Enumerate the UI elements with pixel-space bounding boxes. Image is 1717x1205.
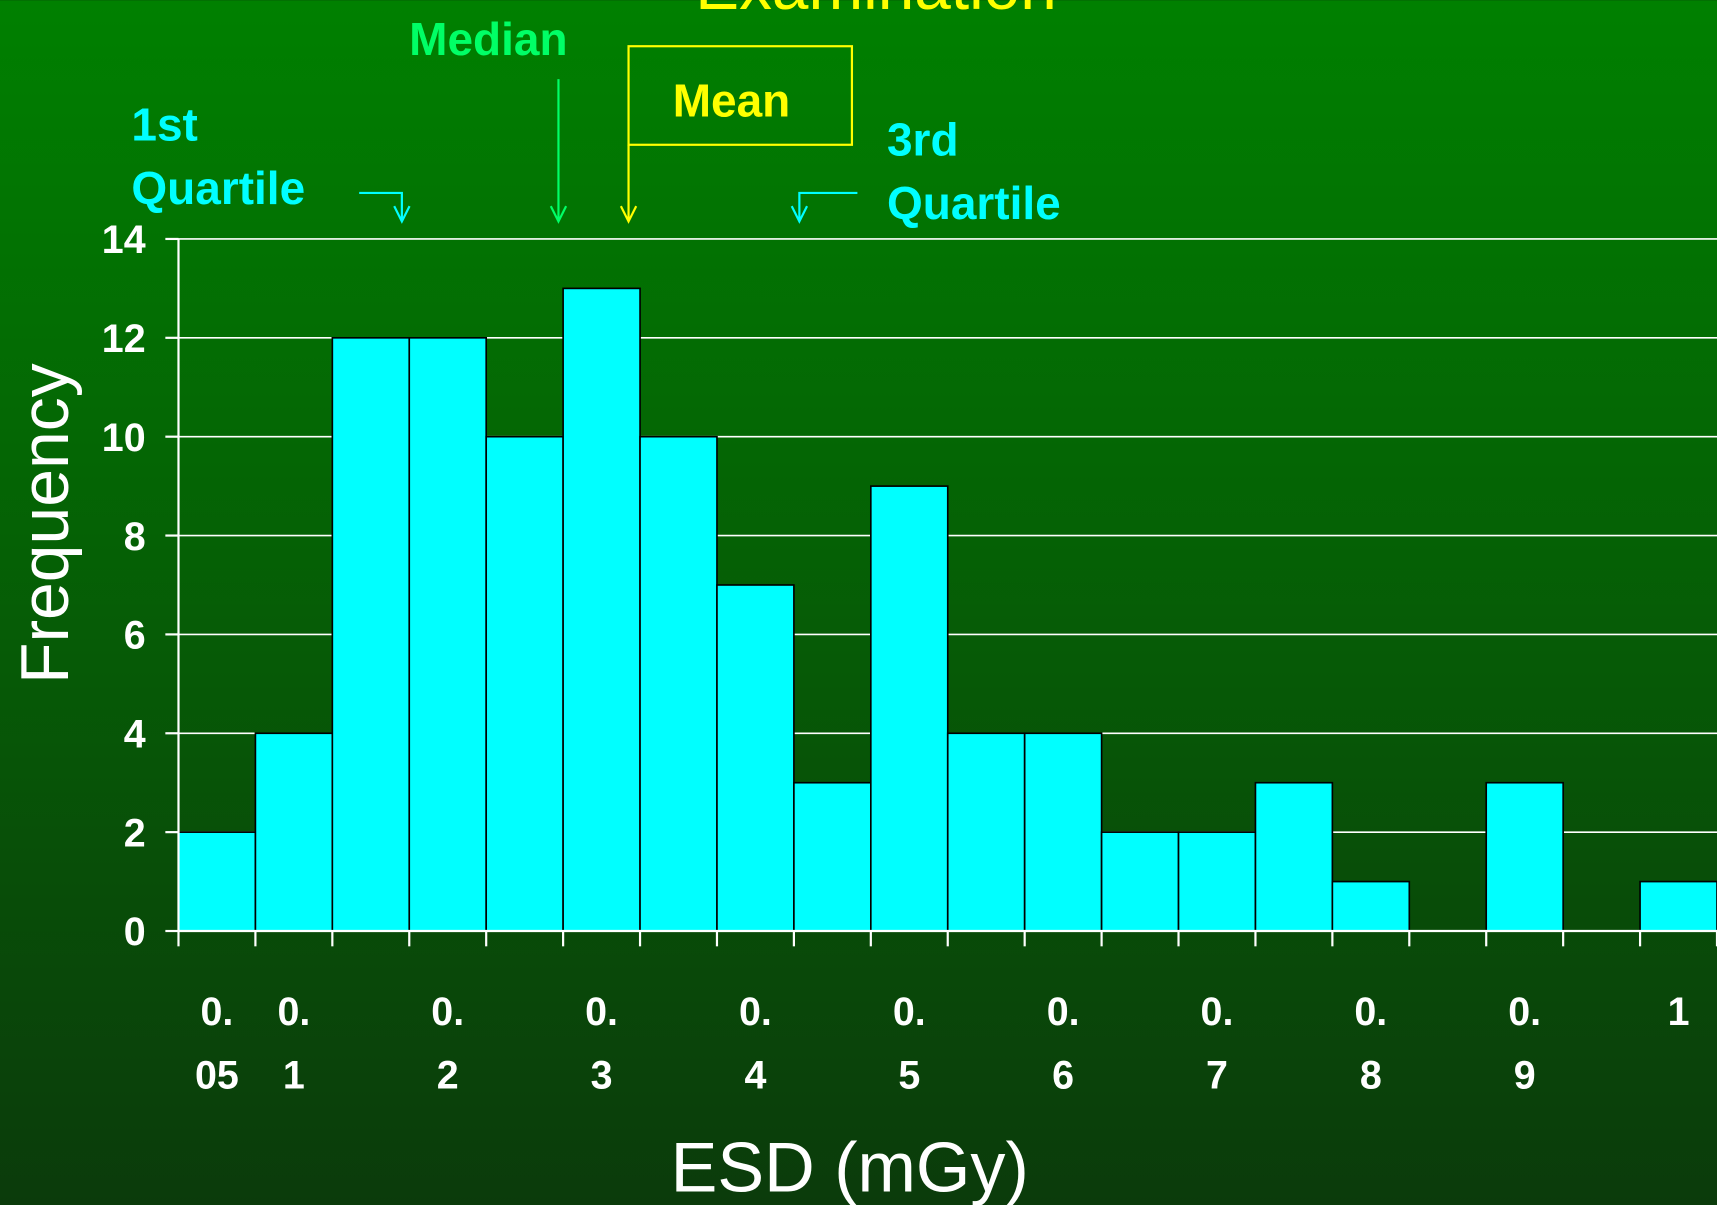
bar: [1177, 831, 1257, 932]
chart-title: Examination: [695, 0, 1056, 23]
bar: [946, 732, 1026, 932]
bar: [1331, 880, 1411, 932]
x-tick-label: 0. 6: [1047, 990, 1080, 1098]
x-tick-label: 0. 8: [1354, 990, 1387, 1098]
annotation: 3rd Quartile: [887, 114, 1061, 230]
bar: [331, 336, 411, 932]
y-tick-label: 10: [102, 416, 146, 460]
annotation: 1st Quartile: [131, 98, 305, 214]
y-axis-label: Frequency: [8, 363, 83, 684]
mean-box: [627, 45, 854, 146]
annotation: Median: [409, 13, 567, 65]
y-tick-label: 14: [102, 218, 146, 262]
bar: [639, 435, 718, 932]
bar: [869, 485, 949, 932]
bar: [1639, 880, 1717, 932]
x-tick-label: 0. 4: [739, 990, 772, 1098]
y-tick-label: 6: [124, 614, 146, 658]
bar: [1023, 732, 1103, 932]
x-tick-label: 0. 7: [1201, 990, 1234, 1098]
x-tick-label: 0. 9: [1508, 990, 1541, 1098]
bar: [716, 584, 795, 932]
bar: [408, 336, 488, 932]
y-tick-label: 0: [124, 910, 146, 954]
bar: [793, 781, 872, 932]
y-tick-label: 4: [124, 713, 146, 757]
annotation-arrows: [359, 79, 858, 224]
y-tick-label: 12: [102, 317, 146, 361]
plot: 0 2 4 6 8 10 12 14 0. 05 0. 1 0. 2 0. 3 0. 4 0. 5 0. 6 0. 7 0. 8 0…: [102, 218, 1717, 1098]
bar: [177, 831, 257, 932]
bar: [485, 435, 564, 932]
x-tick-label: 0. 05: [195, 990, 239, 1098]
bar: [1100, 831, 1180, 932]
y-tick-label: 8: [124, 515, 146, 559]
x-tick-label: 0. 3: [585, 990, 618, 1098]
x-tick-label: 0. 2: [431, 990, 464, 1098]
bar: [1254, 781, 1334, 932]
x-tick-label: 0. 1: [277, 990, 310, 1098]
bar: [562, 287, 641, 932]
bar: [254, 732, 334, 932]
x-axis-label: ESD (mGy): [671, 1129, 1029, 1205]
annotation: Mean: [673, 74, 791, 126]
x-tick-label: 1: [1668, 990, 1690, 1034]
x-tick-label: 0. 5: [893, 990, 926, 1098]
y-tick-label: 2: [124, 811, 146, 855]
bar: [1485, 781, 1564, 932]
